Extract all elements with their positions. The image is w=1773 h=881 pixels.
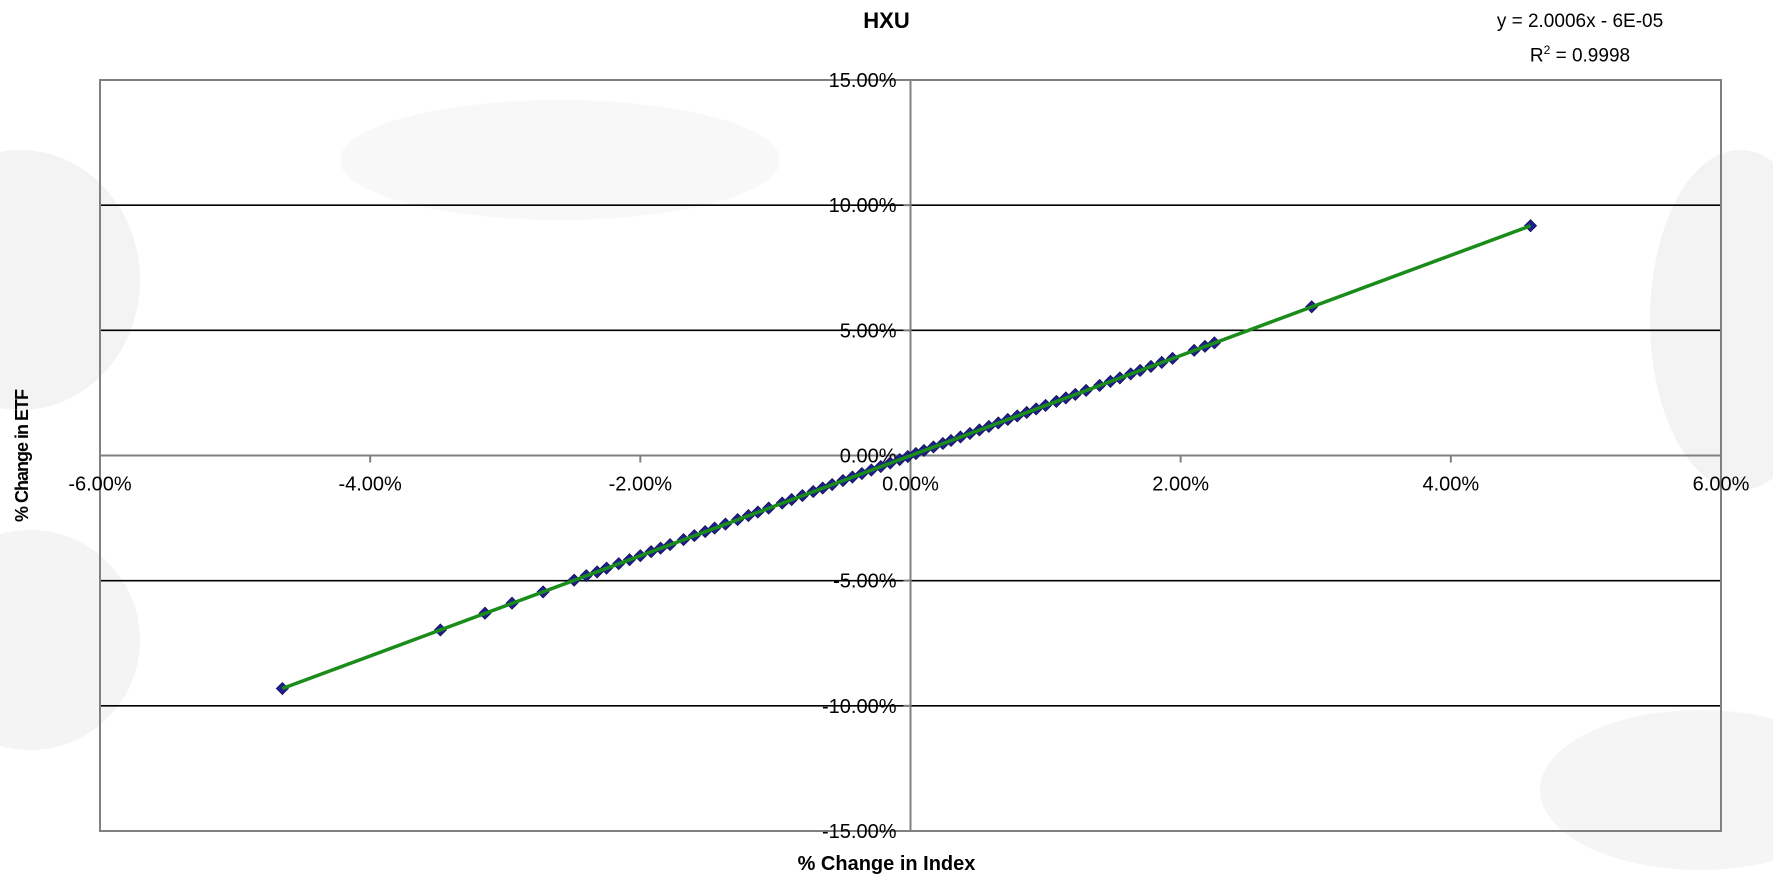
r-squared-superscript: 2 — [1543, 43, 1551, 57]
y-tick-labels: 15.00%10.00%5.00%0.00%-5.00%-10.00%-15.0… — [822, 70, 911, 843]
y-axis-label: % Change in ETF — [12, 390, 32, 523]
y-tick-label: 10.00% — [829, 195, 897, 217]
r-squared-value: = 0.9998 — [1550, 45, 1631, 67]
y-tick-label: -5.00% — [833, 571, 897, 593]
x-tick-labels: -6.00% -4.00% -2.00% 0.00% 2.00% 4.00% 6.00% — [68, 455, 1750, 496]
x-tick-label: 2.00% — [1152, 474, 1209, 496]
y-tick-label: 5.00% — [840, 320, 897, 342]
x-tick-label: 0.00% — [882, 474, 939, 496]
x-tick-label: 4.00% — [1422, 474, 1479, 496]
y-tick-label: -10.00% — [822, 696, 897, 718]
x-tick-label: 6.00% — [1693, 474, 1750, 496]
trendline — [281, 224, 1532, 691]
x-axis-label: % Change in Index — [797, 853, 976, 875]
x-tick-label: -4.00% — [338, 474, 402, 496]
trendline-equation: y = 2.0006x - 6E-05 R2 = 0.9998 — [1470, 8, 1690, 70]
x-tick-label: -2.00% — [609, 474, 673, 496]
x-tick-label: -6.00% — [68, 474, 132, 496]
y-tick-label: -15.00% — [822, 821, 897, 843]
chart-title: HXU — [863, 8, 910, 33]
r-squared-label: R — [1529, 45, 1544, 67]
r-squared-text: R2 = 0.9998 — [1470, 36, 1690, 70]
equation-text: y = 2.0006x - 6E-05 — [1496, 11, 1664, 32]
y-tick-label: 15.00% — [829, 70, 897, 92]
trendline-group — [281, 224, 1532, 691]
